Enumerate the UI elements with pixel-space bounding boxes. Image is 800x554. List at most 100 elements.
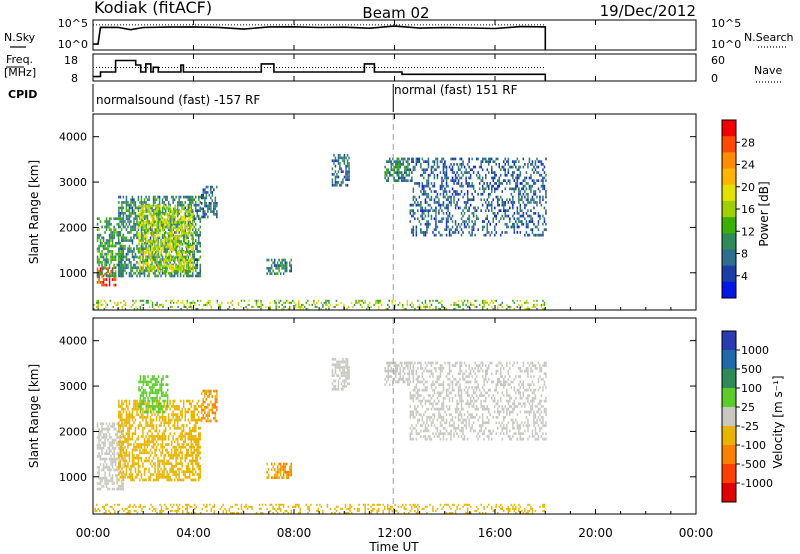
heatmap-cell bbox=[148, 380, 151, 384]
heatmap-cell bbox=[122, 271, 124, 275]
heatmap-cell bbox=[519, 171, 522, 174]
heatmap-cell bbox=[147, 396, 149, 400]
heatmap-cell bbox=[196, 448, 198, 452]
heatmap-cell bbox=[208, 403, 211, 406]
heatmap-cell bbox=[175, 470, 177, 474]
heatmap-cell bbox=[145, 407, 147, 411]
heatmap-cell bbox=[466, 171, 469, 174]
heatmap-cell bbox=[197, 308, 199, 310]
heatmap-cell bbox=[179, 203, 182, 207]
heatmap-cell bbox=[430, 303, 433, 306]
heatmap-cell bbox=[102, 283, 105, 287]
heatmap-cell bbox=[478, 303, 481, 306]
heatmap-cell bbox=[527, 165, 529, 169]
heatmap-cell bbox=[143, 214, 146, 218]
heatmap-cell bbox=[158, 424, 161, 427]
heatmap-cell bbox=[533, 198, 535, 202]
heatmap-cell bbox=[477, 192, 479, 196]
heatmap-cell bbox=[148, 204, 151, 208]
heatmap-cell bbox=[531, 220, 534, 223]
heatmap-cell bbox=[192, 248, 194, 251]
heatmap-cell bbox=[108, 266, 111, 270]
heatmap-cell bbox=[130, 416, 132, 419]
heatmap-cell bbox=[500, 168, 502, 172]
heatmap-cell bbox=[334, 371, 337, 375]
heatmap-cell bbox=[507, 160, 510, 163]
heatmap-cell bbox=[465, 201, 467, 204]
heatmap-cell bbox=[281, 468, 283, 471]
heatmap-cell bbox=[185, 234, 187, 238]
heatmap-cell bbox=[159, 229, 161, 232]
heatmap-cell bbox=[124, 399, 126, 403]
heatmap-cell bbox=[439, 184, 442, 188]
heatmap-cell bbox=[331, 173, 334, 176]
heatmap-cell bbox=[163, 223, 166, 227]
heatmap-cell bbox=[178, 416, 180, 419]
heatmap-cell bbox=[119, 231, 122, 234]
heatmap-cell bbox=[171, 232, 173, 235]
heatmap-cell bbox=[202, 403, 204, 406]
heatmap-cell bbox=[170, 443, 173, 446]
heatmap-cell bbox=[189, 432, 191, 435]
heatmap-cell bbox=[182, 266, 185, 270]
heatmap-cell bbox=[142, 375, 145, 378]
heatmap-cell bbox=[151, 256, 154, 260]
heatmap-cell bbox=[515, 160, 517, 163]
heatmap-cell bbox=[153, 223, 155, 227]
heatmap-cell bbox=[298, 299, 300, 302]
heatmap-cell bbox=[501, 165, 503, 169]
heatmap-cell bbox=[175, 448, 177, 452]
heatmap-cell bbox=[390, 160, 392, 163]
heatmap-cell bbox=[124, 255, 126, 259]
heatmap-cell bbox=[185, 232, 187, 235]
heatmap-cell bbox=[188, 305, 190, 308]
heatmap-cell bbox=[152, 435, 155, 438]
heatmap-cell bbox=[107, 267, 109, 271]
heatmap-cell bbox=[168, 207, 170, 211]
heatmap-cell bbox=[331, 181, 334, 184]
heatmap-cell bbox=[179, 274, 182, 278]
heatmap-cell bbox=[389, 157, 391, 161]
heatmap-cell bbox=[488, 192, 490, 196]
heatmap-cell bbox=[128, 203, 131, 207]
heatmap-cell bbox=[159, 259, 161, 262]
heatmap-cell bbox=[512, 198, 514, 202]
heatmap-cell bbox=[284, 305, 286, 308]
heatmap-cell bbox=[181, 407, 183, 411]
heatmap-cell bbox=[140, 271, 143, 275]
heatmap-cell bbox=[337, 382, 340, 386]
heatmap-cell bbox=[105, 255, 108, 259]
heatmap-cell bbox=[539, 198, 541, 202]
heatmap-cell bbox=[141, 207, 143, 211]
heatmap-cell bbox=[156, 303, 158, 306]
heatmap-cell bbox=[441, 184, 443, 188]
heatmap-cell bbox=[125, 271, 128, 275]
heatmap-cell bbox=[151, 228, 153, 231]
heatmap-cell bbox=[205, 204, 208, 208]
heatmap-cell bbox=[133, 478, 135, 482]
heatmap-cell bbox=[166, 212, 169, 216]
heatmap-cell bbox=[187, 220, 189, 223]
heatmap-cell bbox=[158, 429, 161, 433]
heatmap-cell bbox=[204, 392, 206, 396]
heatmap-cell bbox=[96, 465, 99, 469]
heatmap-cell bbox=[108, 236, 111, 240]
heatmap-cell bbox=[179, 456, 182, 460]
heatmap-cell bbox=[438, 165, 440, 169]
heatmap-cell bbox=[246, 303, 249, 306]
heatmap-cell bbox=[208, 389, 211, 393]
heatmap-cell bbox=[142, 303, 145, 306]
heatmap-cell bbox=[187, 467, 189, 471]
heatmap-cell bbox=[96, 436, 99, 439]
heatmap-cell bbox=[108, 452, 111, 455]
heatmap-cell bbox=[157, 195, 159, 199]
heatmap-cell bbox=[395, 160, 397, 163]
heatmap-cell bbox=[430, 217, 433, 221]
heatmap-cell bbox=[279, 465, 282, 469]
heatmap-cell bbox=[171, 267, 173, 271]
heatmap-cell bbox=[545, 201, 547, 204]
heatmap-cell bbox=[143, 247, 146, 251]
heatmap-cell bbox=[156, 223, 158, 227]
power-colorbar-swatch bbox=[722, 136, 736, 153]
heatmap-cell bbox=[180, 308, 182, 310]
